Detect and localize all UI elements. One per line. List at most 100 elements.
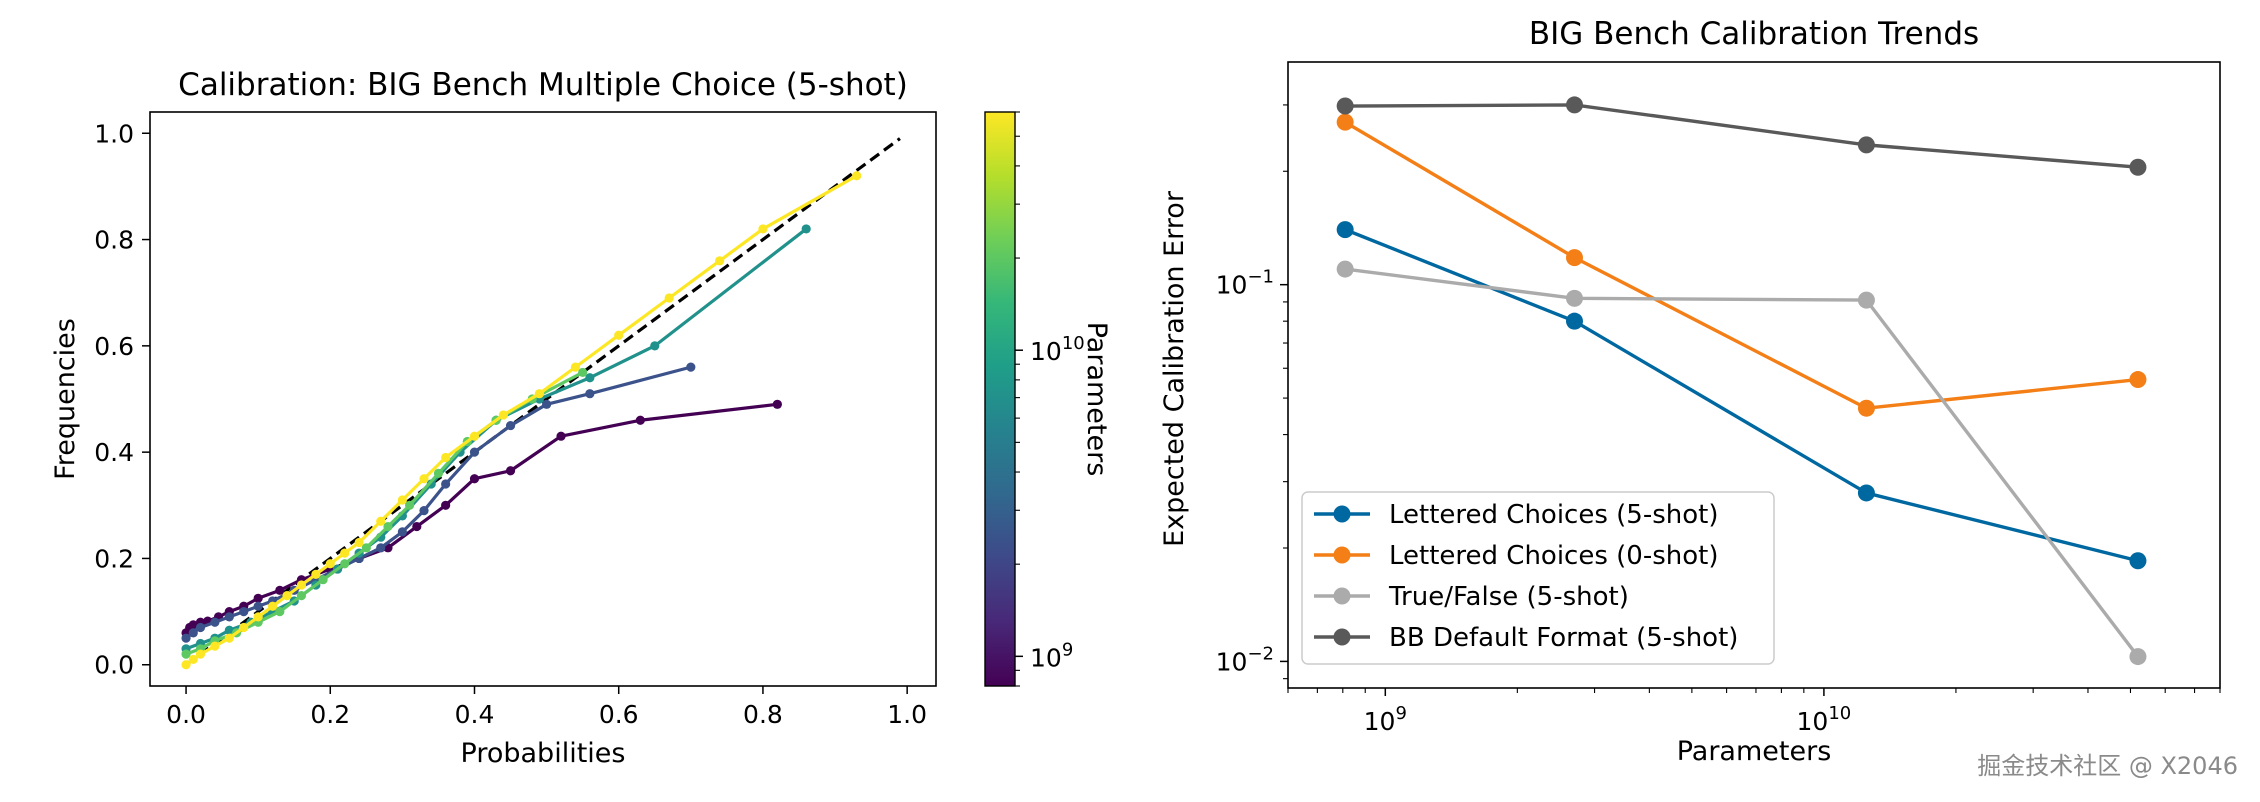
trend-series-1 — [1336, 221, 2147, 570]
calibration-point — [181, 660, 191, 670]
calibration-point — [419, 506, 429, 516]
calibration-point — [505, 466, 516, 476]
calibration-point — [383, 521, 393, 532]
x-tick-label: 109 — [1364, 703, 1407, 736]
calibration-point — [253, 612, 263, 622]
calibration-point — [505, 420, 516, 431]
calibration-point — [758, 224, 768, 234]
y-tick-label: 1.0 — [94, 119, 134, 148]
x-tick-label: 0.4 — [455, 700, 495, 729]
calibration-point — [578, 367, 588, 378]
calibration-point — [188, 654, 198, 665]
calibration-point — [614, 330, 624, 340]
calibration-point — [397, 495, 407, 505]
calibration-chart-title: Calibration: BIG Bench Multiple Choice (… — [178, 67, 908, 103]
trend-point — [1565, 289, 1583, 307]
calibration-point — [181, 649, 191, 659]
trend-series-3 — [1336, 260, 2147, 666]
calibration-point — [852, 171, 862, 181]
calibration-point — [441, 500, 451, 510]
trend-point — [1336, 260, 1354, 278]
calibration-point — [239, 622, 249, 633]
y-tick-label: 10−2 — [1216, 643, 1274, 676]
calibration-point — [318, 575, 328, 585]
calibration-point — [801, 224, 811, 234]
legend-item: BB Default Format (5-shot) — [1314, 623, 1738, 653]
trend-point — [2129, 552, 2147, 570]
calibration-point — [267, 601, 278, 611]
calibration-point — [686, 362, 696, 372]
calibration-point — [340, 559, 350, 569]
trend-line — [1344, 120, 2139, 410]
calibration-point — [664, 293, 674, 303]
calibration-point — [412, 521, 422, 532]
trend-line — [1344, 267, 2140, 658]
calibration-point — [542, 399, 552, 409]
trend-point — [1857, 291, 1875, 309]
trends-x-axis-label: Parameters — [1677, 736, 1832, 767]
y-tick-label: 0.2 — [94, 544, 134, 573]
calibration-point — [224, 625, 234, 635]
trend-point — [1565, 312, 1583, 330]
calibration-plot-area — [149, 111, 937, 687]
calibration-point — [311, 569, 321, 579]
trend-series-4 — [1336, 96, 2147, 176]
legend-item: True/False (5-shot) — [1314, 582, 1629, 612]
calibration-point — [441, 452, 451, 463]
calibration-trends-chart: BIG Bench Calibration Trends 109 1010 10−2… — [1159, 16, 2221, 767]
trend-point — [1565, 249, 1583, 267]
trend-point — [2129, 648, 2147, 666]
y-tick-label: 0.0 — [94, 651, 134, 680]
x-tick-label: 1010 — [1797, 703, 1852, 736]
calibration-point — [188, 628, 198, 638]
trends-y-axis-label: Expected Calibration Error — [1159, 190, 1190, 547]
calibration-point — [635, 415, 645, 425]
legend-marker — [1333, 546, 1351, 564]
calibration-point — [585, 389, 595, 399]
calibration-point — [224, 633, 234, 643]
trend-point — [2129, 158, 2147, 176]
y-tick-label: 0.8 — [94, 226, 134, 255]
calibration-chart: Calibration: BIG Bench Multiple Choice (… — [50, 67, 937, 769]
trend-line — [1345, 103, 2139, 169]
calibration-point — [397, 527, 407, 537]
legend-item: Lettered Choices (0-shot) — [1314, 541, 1719, 571]
calibration-point — [296, 591, 307, 601]
x-tick-label: 1.0 — [887, 700, 927, 729]
calibration-point — [253, 601, 263, 611]
calibration-point — [195, 649, 206, 659]
trends-chart-title: BIG Bench Calibration Trends — [1529, 16, 1979, 52]
x-tick-label: 0.6 — [599, 700, 639, 729]
calibration-x-axis-label: Probabilities — [461, 738, 626, 769]
trends-legend: Lettered Choices (5-shot) Lettered Choice… — [1301, 491, 1775, 665]
calibration-point — [188, 620, 198, 630]
parameters-colorbar: 109 1010 Parameters — [984, 111, 1112, 687]
calibration-point — [325, 559, 335, 569]
calibration-point — [419, 474, 429, 484]
legend-marker — [1333, 628, 1351, 646]
calibration-point — [469, 431, 480, 441]
trend-point — [1857, 399, 1875, 417]
colorbar-tick-label: 1010 — [1030, 333, 1085, 366]
calibration-point — [556, 431, 566, 441]
calibration-point — [441, 479, 451, 489]
calibration-point — [469, 474, 480, 484]
colorbar-label: Parameters — [1081, 322, 1112, 477]
legend-label: True/False (5-shot) — [1388, 582, 1629, 612]
legend-label: Lettered Choices (0-shot) — [1389, 541, 1719, 571]
trend-point — [1565, 96, 1583, 114]
calibration-point — [498, 410, 508, 420]
calibration-point — [253, 593, 263, 603]
colorbar-gradient — [984, 111, 1016, 687]
x-tick-label: 0.0 — [166, 700, 206, 729]
calibration-point — [181, 633, 191, 643]
legend-label: Lettered Choices (5-shot) — [1389, 500, 1719, 530]
y-tick-label: 0.4 — [94, 438, 134, 467]
trend-series-2 — [1336, 113, 2147, 417]
trend-point — [1857, 484, 1875, 502]
calibration-point — [210, 641, 220, 651]
calibration-series-5 — [181, 171, 862, 670]
y-tick-label: 10−1 — [1216, 267, 1274, 300]
calibration-point — [404, 500, 415, 510]
trend-point — [1336, 113, 1354, 131]
